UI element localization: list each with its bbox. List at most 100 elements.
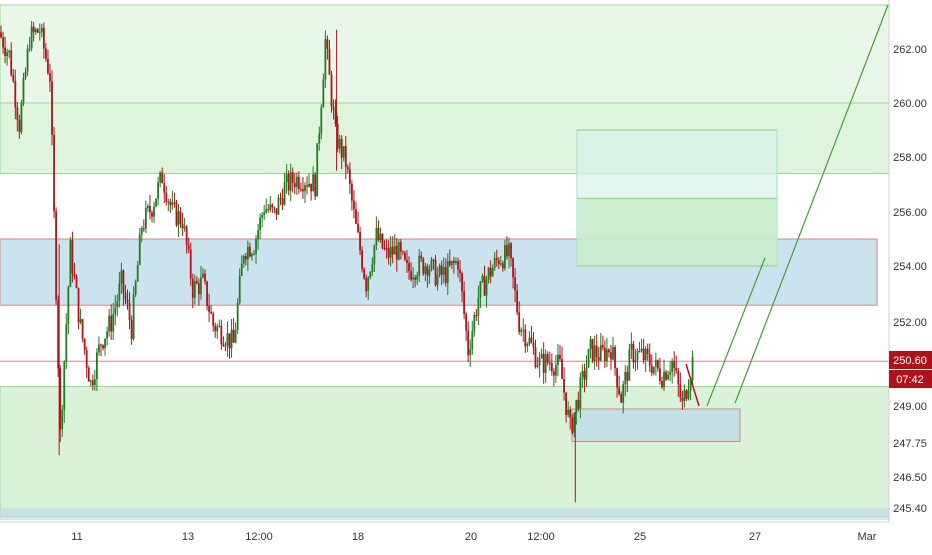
candle [501, 260, 504, 272]
candle [579, 372, 582, 419]
candle [340, 135, 343, 170]
candle [83, 338, 86, 355]
candle [640, 338, 643, 353]
candle [34, 27, 37, 35]
candle [610, 344, 612, 370]
candle [273, 206, 276, 214]
candle [622, 380, 625, 414]
candle [104, 338, 106, 356]
candle [195, 276, 198, 285]
candle [410, 262, 412, 282]
targets-layer [576, 129, 778, 267]
candle [559, 345, 561, 362]
candle [487, 266, 490, 284]
candle [683, 384, 686, 408]
candle [69, 236, 72, 288]
candle [530, 325, 533, 344]
candle [536, 356, 539, 369]
candle [691, 350, 694, 387]
candle [432, 258, 435, 271]
zones-layer [0, 4, 890, 520]
candle [293, 172, 296, 195]
candle [65, 313, 68, 369]
candle [375, 216, 378, 251]
candle [414, 274, 417, 288]
candle [208, 293, 210, 323]
candle [630, 332, 633, 360]
candle [685, 388, 688, 402]
candle [483, 265, 486, 296]
candle [255, 235, 257, 264]
candle [30, 21, 33, 52]
candle [8, 49, 11, 59]
candle [297, 171, 300, 194]
candle [224, 341, 227, 352]
candles-layer [0, 21, 694, 503]
candle [665, 369, 667, 381]
candle [648, 343, 651, 372]
candle [471, 320, 474, 355]
candle [597, 346, 600, 370]
candle [379, 227, 382, 244]
candle [283, 172, 286, 206]
projection-line-1[interactable] [706, 257, 766, 407]
candle [673, 351, 676, 377]
candle [573, 412, 576, 438]
candle [475, 308, 478, 321]
candle [212, 311, 215, 332]
candle [220, 319, 223, 350]
candle [96, 348, 98, 391]
candle [499, 255, 502, 267]
time-axis[interactable]: 11 13 12:00 18 20 12:00 25 27 Mar [71, 531, 877, 543]
candle [577, 391, 580, 412]
candle [528, 331, 531, 347]
candle [214, 322, 217, 338]
candle [140, 225, 143, 243]
candle [16, 102, 19, 132]
drop-leg-line[interactable] [685, 363, 700, 407]
candle [71, 231, 74, 283]
candle [422, 257, 425, 277]
candle [230, 319, 233, 358]
candle [632, 340, 635, 369]
candle [222, 336, 225, 347]
candle [295, 172, 298, 195]
candle [389, 235, 392, 267]
candle [200, 265, 202, 300]
candle [169, 198, 172, 213]
candle [677, 368, 680, 397]
candle [355, 201, 357, 225]
candle [138, 228, 141, 266]
candle [650, 354, 653, 377]
candle [328, 40, 331, 75]
candle [171, 190, 174, 210]
candle [136, 260, 139, 282]
price-tick-label: 245.40 [893, 503, 927, 515]
candle [369, 271, 372, 280]
candle [263, 204, 266, 221]
candle [346, 164, 349, 174]
candle [246, 240, 249, 272]
price-axis[interactable]: 262.00 260.00 258.00 256.00 254.00 252.00 249.… [893, 44, 927, 515]
candle [257, 223, 259, 250]
candle [444, 258, 447, 287]
candle [147, 203, 149, 213]
zone-supply [0, 238, 878, 306]
candle [42, 22, 45, 59]
price-tick-label: 260.00 [893, 98, 927, 110]
candle [646, 343, 649, 361]
candle [287, 170, 290, 196]
projection-line-2[interactable] [734, 4, 889, 404]
time-tick-label: 11 [71, 531, 82, 543]
price-tick-label: 258.00 [893, 152, 927, 164]
candle [567, 401, 570, 418]
candle [495, 249, 498, 267]
candle [132, 286, 135, 341]
candle [663, 359, 665, 391]
candle [520, 327, 523, 337]
candle [118, 271, 121, 308]
candle [402, 250, 404, 256]
candle [281, 188, 284, 211]
